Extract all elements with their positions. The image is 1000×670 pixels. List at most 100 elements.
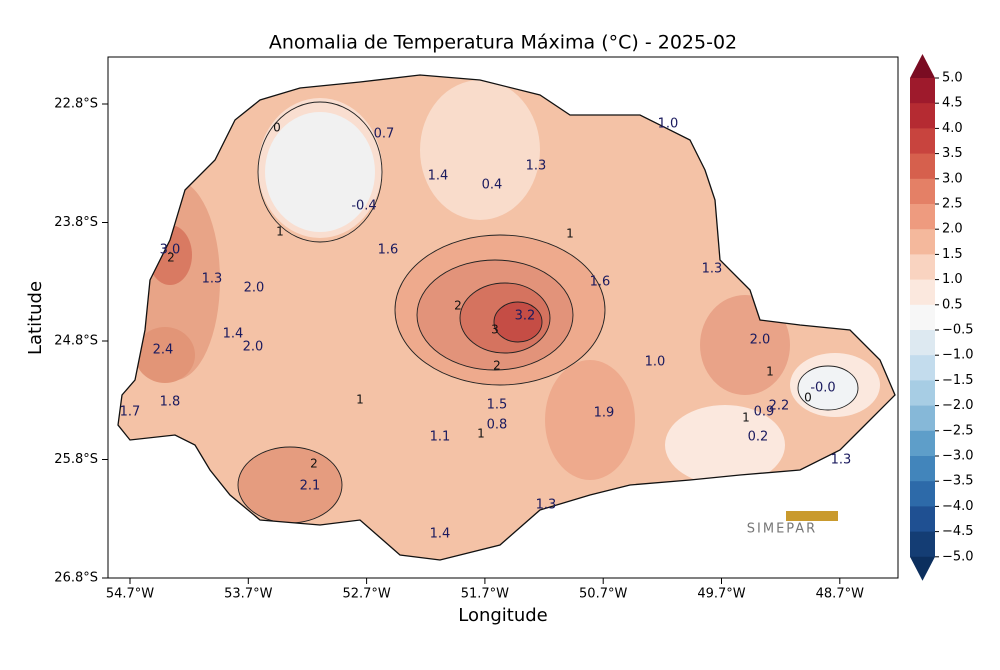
anomaly-value: 1.4 bbox=[428, 169, 449, 184]
anomaly-value: -0.0 bbox=[810, 381, 835, 396]
anomaly-value: 2.0 bbox=[750, 333, 771, 348]
colorbar-bin bbox=[910, 229, 935, 255]
anomaly-value: 1.3 bbox=[702, 262, 723, 277]
colorbar-bin bbox=[910, 506, 935, 533]
colorbar-label: −2.5 bbox=[942, 423, 974, 438]
colorbar-bin bbox=[910, 330, 935, 356]
y-tick-label: 23.8°S bbox=[54, 215, 98, 230]
anomaly-value: 0.8 bbox=[487, 418, 508, 433]
x-tick-label: 51.7°W bbox=[461, 587, 509, 602]
anomaly-region bbox=[420, 80, 540, 220]
colorbar-bin bbox=[910, 204, 935, 230]
anomaly-region bbox=[265, 112, 375, 232]
x-tick-label: 53.7°W bbox=[224, 587, 272, 602]
colorbar-label: 3.0 bbox=[942, 171, 963, 186]
anomaly-value: 1.6 bbox=[590, 275, 611, 290]
anomaly-region bbox=[665, 405, 785, 485]
colorbar-label: −4.0 bbox=[942, 499, 974, 514]
colorbar-bin bbox=[910, 178, 935, 205]
contour-label: 1 bbox=[356, 393, 364, 407]
colorbar-label: 0.5 bbox=[942, 297, 963, 312]
anomaly-region bbox=[494, 302, 542, 342]
anomaly-value: 1.6 bbox=[378, 243, 399, 258]
anomaly-value: 0.2 bbox=[748, 430, 769, 445]
logo-text: SIMEPAR bbox=[747, 522, 817, 537]
colorbar-label: 5.0 bbox=[942, 71, 963, 86]
anomaly-value: 0.4 bbox=[482, 178, 503, 193]
colorbar-label: −0.5 bbox=[942, 323, 974, 338]
contour-line bbox=[797, 365, 859, 411]
colorbar-label: 3.5 bbox=[942, 146, 963, 161]
colorbar-bin bbox=[910, 430, 935, 457]
colorbar-label: 4.5 bbox=[942, 96, 963, 111]
contour-line bbox=[394, 234, 606, 386]
anomaly-value: 1.3 bbox=[202, 272, 223, 287]
contour-line bbox=[493, 301, 543, 343]
colorbar-bin bbox=[910, 128, 935, 155]
colorbar-bin bbox=[910, 304, 935, 331]
colorbar-label: 2.5 bbox=[942, 197, 963, 212]
colorbar-bin bbox=[910, 355, 935, 381]
contour-label: 3 bbox=[491, 323, 499, 337]
colorbar-label: −3.5 bbox=[942, 474, 974, 489]
x-tick-label: 49.7°W bbox=[697, 587, 745, 602]
colorbar-label: −4.5 bbox=[942, 524, 974, 539]
colorbar-bin bbox=[910, 456, 935, 482]
title: Anomalia de Temperatura Máxima (°C) - 20… bbox=[269, 32, 737, 54]
anomaly-value: 1.3 bbox=[526, 159, 547, 174]
colorbar-label: 1.5 bbox=[942, 247, 963, 262]
anomaly-value: 2.0 bbox=[244, 281, 265, 296]
colorbar-bin bbox=[910, 78, 935, 104]
anomaly-value: 1.9 bbox=[594, 406, 615, 421]
contour-line bbox=[416, 259, 574, 371]
contour-label: 2 bbox=[310, 457, 318, 471]
x-tick-label: 54.7°W bbox=[106, 587, 154, 602]
anomaly-value: 2.1 bbox=[300, 479, 321, 494]
anomaly-value: 0.7 bbox=[374, 127, 395, 142]
colorbar-label: −1.0 bbox=[942, 348, 974, 363]
anomaly-value: 1.4 bbox=[223, 327, 244, 342]
anomaly-value: 2.4 bbox=[153, 343, 174, 358]
colorbar-label: −2.0 bbox=[942, 398, 974, 413]
contour-label: 1 bbox=[477, 427, 485, 441]
contour-line bbox=[459, 282, 551, 354]
contour-label: 0 bbox=[273, 121, 281, 135]
state-map: 0.7 1.0 1.4 0.4 1.3 -0.4 1.6 3.0 1.3 2.0 1.6 1.3 3.2… bbox=[117, 74, 896, 561]
colorbar-label: 4.0 bbox=[942, 121, 963, 136]
anomaly-value: 2.2 bbox=[769, 399, 790, 414]
anomaly-value: 0.9 bbox=[754, 405, 775, 420]
colorbar-bin bbox=[910, 103, 935, 129]
anomaly-value: 1.3 bbox=[831, 453, 852, 468]
anomaly-value: 3.0 bbox=[160, 243, 181, 258]
state-border bbox=[117, 74, 896, 561]
colorbar-bin bbox=[910, 153, 935, 180]
x-tick-label: 52.7°W bbox=[342, 587, 390, 602]
colorbar-extend bbox=[910, 54, 935, 78]
contour-label: 1 bbox=[766, 365, 774, 379]
contour-label: 1 bbox=[276, 225, 284, 239]
contour-label: 2 bbox=[493, 359, 501, 373]
colorbar-bin bbox=[910, 405, 935, 432]
colorbar-bin bbox=[910, 531, 935, 558]
axes: 54.7°W 53.7°W 52.7°W 51.7°W 50.7°W 49.7°W 48.7… bbox=[54, 97, 864, 602]
colorbar-bin bbox=[910, 481, 935, 507]
anomaly-region bbox=[545, 360, 635, 480]
y-tick-label: 26.8°S bbox=[54, 571, 98, 586]
colorbar-bin bbox=[910, 254, 935, 281]
colorbar: 5.0 4.5 4.0 3.5 3.0 2.5 2.0 1.5 1.0 0.5 −0.5 −1.0 −1… bbox=[910, 54, 974, 581]
contour-line bbox=[257, 101, 383, 243]
y-axis-label: Latitude bbox=[25, 281, 46, 355]
colorbar-bin bbox=[910, 380, 935, 407]
contour-label: 1 bbox=[566, 227, 574, 241]
colorbar-bin bbox=[910, 279, 935, 306]
x-axis-label: Longitude bbox=[458, 605, 548, 626]
colorbar-extend bbox=[910, 556, 935, 581]
contour-label: 2 bbox=[454, 299, 462, 313]
colorbar-label: 1.0 bbox=[942, 272, 963, 287]
contour-label: 1 bbox=[742, 411, 750, 425]
anomaly-value: 1.5 bbox=[487, 398, 508, 413]
anomaly-value: 1.8 bbox=[160, 395, 181, 410]
anomaly-region bbox=[135, 327, 195, 383]
y-tick-label: 25.8°S bbox=[54, 452, 98, 467]
contour-label: 0 bbox=[804, 391, 812, 405]
